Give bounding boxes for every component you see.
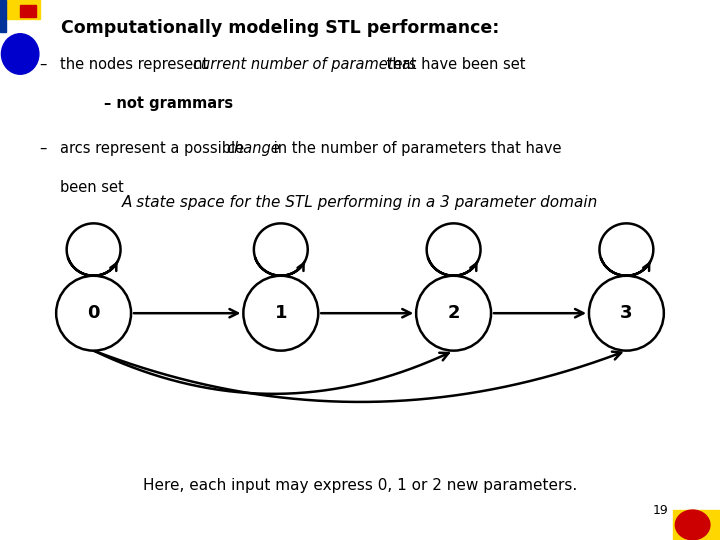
Text: 3: 3 [620, 304, 633, 322]
Text: change: change [227, 141, 281, 157]
Text: in the number of parameters that have: in the number of parameters that have [269, 141, 561, 157]
Text: –: – [40, 57, 56, 72]
Ellipse shape [56, 276, 131, 350]
Bar [673, 510, 720, 540]
Ellipse shape [416, 276, 491, 350]
Text: the nodes represent: the nodes represent [60, 57, 212, 72]
Text: Computationally modeling STL performance:: Computationally modeling STL performance… [61, 19, 500, 37]
Ellipse shape [243, 276, 318, 350]
Text: 0: 0 [87, 304, 100, 322]
Text: 1: 1 [274, 304, 287, 322]
Text: – not grammars: – not grammars [104, 96, 233, 111]
Bar [20, 5, 36, 17]
Ellipse shape [1, 33, 39, 74]
Text: –: – [40, 141, 56, 157]
Text: Here, each input may express 0, 1 or 2 new parameters.: Here, each input may express 0, 1 or 2 n… [143, 478, 577, 493]
Text: been set: been set [60, 180, 124, 195]
Text: that have been set: that have been set [382, 57, 525, 72]
Text: 2: 2 [447, 304, 460, 322]
Text: A state space for the STL performing in a 3 parameter domain: A state space for the STL performing in … [122, 195, 598, 211]
Ellipse shape [675, 510, 710, 540]
Text: arcs represent a possible: arcs represent a possible [60, 141, 248, 157]
Text: current number of parameters: current number of parameters [193, 57, 416, 72]
Bar [0, 0, 40, 19]
Bar [0, 0, 6, 32]
Text: 19: 19 [653, 504, 669, 517]
Ellipse shape [589, 276, 664, 350]
